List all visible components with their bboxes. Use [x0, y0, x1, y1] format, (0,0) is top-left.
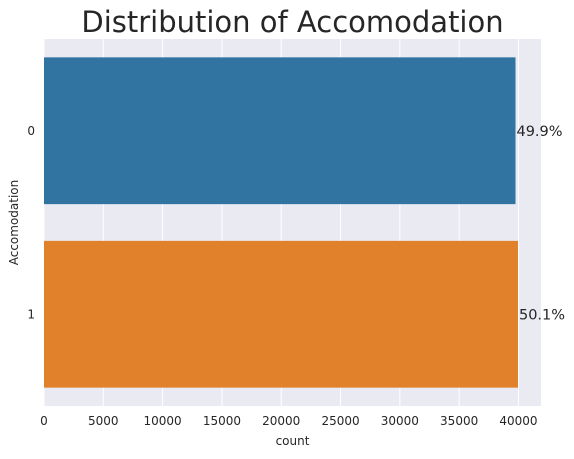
y-axis-label: Accomodation: [7, 180, 21, 266]
x-tick-15000: 15000: [203, 414, 241, 428]
x-tick-35000: 35000: [440, 414, 478, 428]
bars: [44, 57, 518, 388]
data-labels: 49.9% 50.1%: [516, 124, 565, 324]
x-tick-0: 0: [40, 414, 48, 428]
y-tick-0: 0: [27, 124, 35, 138]
chart-title: Distribution of Accomodation: [81, 5, 503, 39]
x-tick-10000: 10000: [144, 414, 182, 428]
x-tick-30000: 30000: [381, 414, 419, 428]
bar-1: [44, 240, 518, 388]
y-tick-labels: 01: [27, 124, 35, 322]
x-axis-label: count: [276, 434, 310, 448]
y-tick-1: 1: [27, 307, 35, 321]
x-tick-labels: 0 5000 10000 15000 20000 25000 30000 35000 40000: [40, 414, 537, 428]
bar-0: [44, 57, 516, 205]
x-tick-25000: 25000: [321, 414, 359, 428]
x-tick-20000: 20000: [262, 414, 300, 428]
x-tick-40000: 40000: [499, 414, 537, 428]
x-tick-5000: 5000: [88, 414, 119, 428]
data-label-0: 49.9%: [516, 124, 562, 140]
data-label-1: 50.1%: [519, 307, 565, 323]
